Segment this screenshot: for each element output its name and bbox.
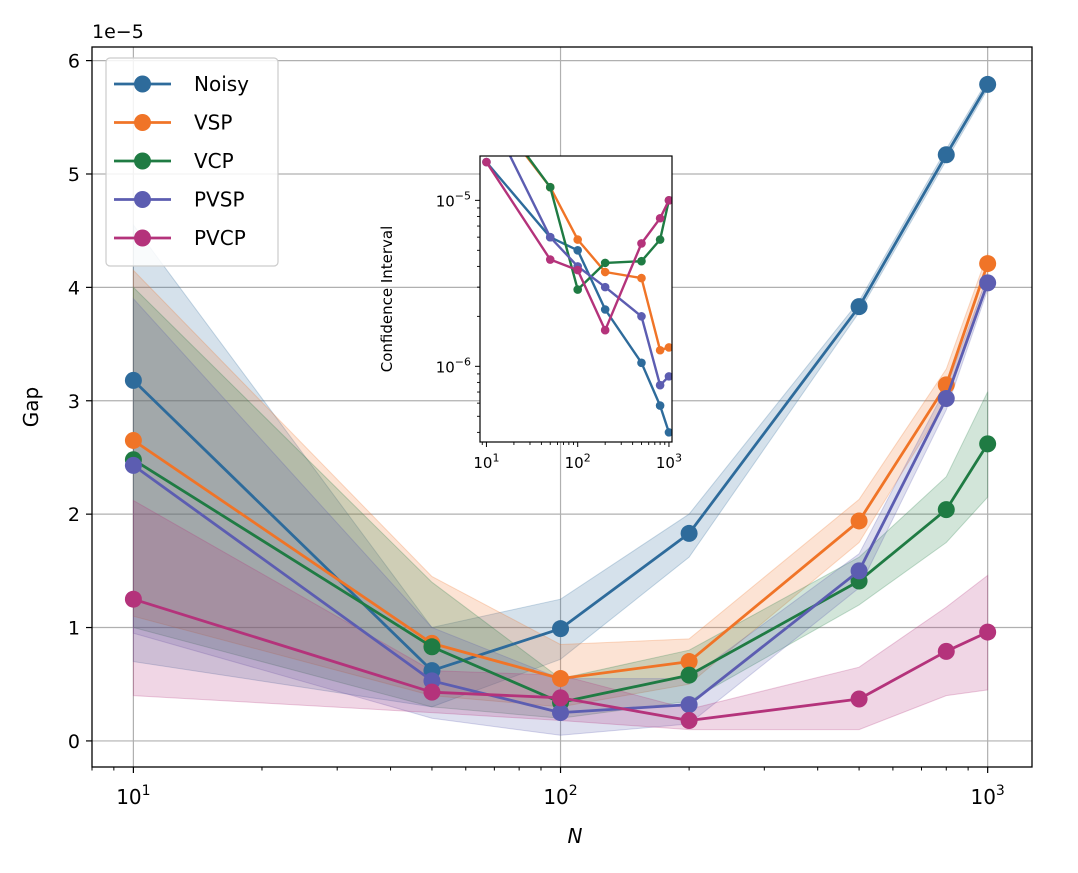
legend-marker [134, 114, 151, 131]
point-pvcp [937, 642, 955, 660]
inset-point-pvsp [545, 232, 555, 242]
point-pvcp [850, 690, 868, 708]
legend-marker [134, 152, 151, 170]
y-axis-title: Gap [19, 387, 43, 427]
point-pvcp [423, 683, 441, 701]
inset-x-tick-label: 101 [473, 451, 499, 472]
inset-point-vcp [655, 235, 665, 244]
inset-y-tick-label: 10−6 [436, 356, 471, 377]
y-tick-label: 4 [68, 277, 80, 299]
point-vsp [979, 255, 997, 273]
main-axes: 0 1 2 3 4 5 6 101 102 103 [68, 51, 1005, 809]
inset-point-vcp [482, 96, 491, 105]
point-noisy [552, 620, 570, 638]
legend-label: Noisy [194, 72, 249, 96]
legend-label: PVCP [194, 226, 246, 250]
y-tick-label: 5 [68, 164, 80, 186]
legend-box [105, 57, 279, 267]
point-noisy [124, 371, 142, 389]
legend-marker [134, 191, 151, 208]
point-pvcp [552, 689, 570, 707]
inset-point-vcp [573, 285, 582, 294]
point-pvsp [552, 704, 570, 722]
point-vsp [850, 512, 868, 530]
y-tick-label: 0 [68, 731, 80, 753]
inset-background [480, 156, 672, 442]
inset-point-pvsp [482, 104, 491, 113]
legend: Noisy VSP VCP PVSP PVCP [105, 57, 279, 267]
inset-point-pvcp [637, 239, 646, 248]
x-tick-label: 102 [543, 783, 577, 809]
point-noisy [937, 146, 955, 164]
band-vcp [132, 286, 989, 719]
point-noisy [850, 298, 868, 316]
x-tick-label: 103 [970, 783, 1004, 809]
point-pvcp [979, 623, 997, 641]
point-pvcp [680, 712, 698, 730]
inset-point-pvcp [482, 157, 491, 167]
inset-point-vcp [545, 182, 555, 192]
inset-point-vsp [482, 100, 491, 109]
legend-marker [134, 75, 151, 93]
inset-point-vsp [664, 343, 672, 352]
inset-point-pvcp [664, 196, 672, 205]
point-noisy [680, 524, 698, 542]
point-vcp [423, 638, 441, 656]
inset-point-pvcp [545, 255, 555, 264]
inset-point-pvsp [655, 380, 665, 390]
inset-point-noisy [655, 401, 665, 410]
inset-y-tick-label: 10−5 [436, 190, 471, 211]
inset-point-noisy [637, 358, 646, 368]
inset-point-pvcp [573, 265, 582, 275]
inset-point-vcp [637, 256, 646, 266]
band-pvcp [132, 499, 989, 731]
inset-y-axis-title: Confidence Interval [378, 226, 396, 373]
point-vsp [680, 653, 698, 671]
point-vcp [937, 501, 955, 519]
inset-point-vsp [600, 267, 610, 277]
x-tick-label: 101 [116, 783, 150, 809]
inset-point-pvcp [655, 213, 665, 223]
y-offset-text: 1e−5 [92, 21, 144, 43]
legend-label: VSP [194, 111, 232, 135]
point-pvsp [937, 389, 955, 407]
point-pvcp [124, 590, 142, 608]
inset-point-noisy [600, 305, 610, 314]
inset-point-pvsp [637, 312, 646, 321]
point-vsp [124, 431, 142, 449]
inset-point-pvsp [664, 372, 672, 381]
y-tick-label: 6 [68, 51, 80, 73]
legend-label: PVSP [194, 188, 245, 212]
point-vcp [979, 435, 997, 453]
inset-point-pvcp [600, 325, 610, 335]
legend-label: VCP [194, 149, 234, 173]
inset-point-pvsp [600, 282, 610, 292]
y-tick-label: 1 [68, 618, 80, 640]
inset-x-tick-label: 102 [565, 451, 591, 472]
point-vsp [552, 670, 570, 688]
inset-point-vsp [637, 273, 646, 283]
y-tick-label: 2 [68, 504, 80, 526]
point-pvsp [979, 274, 997, 292]
inset-point-noisy [664, 428, 672, 437]
point-noisy [979, 75, 997, 93]
y-tick-label: 3 [68, 391, 80, 413]
inset-x-tick-label: 103 [656, 451, 682, 472]
legend-marker [134, 229, 151, 247]
x-axis-title: N [568, 824, 583, 848]
point-vcp [680, 666, 698, 684]
plot-frame [91, 46, 1033, 768]
point-pvsp [680, 696, 698, 714]
inset-point-vcp [600, 258, 610, 268]
inset-point-vsp [655, 345, 665, 355]
inset-series [482, 96, 672, 437]
inset-frame [479, 155, 673, 443]
inset-point-vsp [573, 235, 582, 244]
series-lines [124, 75, 997, 730]
point-pvsp [124, 456, 142, 474]
point-pvsp [850, 562, 868, 580]
inset-point-noisy [573, 246, 582, 255]
inset-chart: 101 102 103 10−6 10−5 Confidence Interval [378, 96, 682, 472]
